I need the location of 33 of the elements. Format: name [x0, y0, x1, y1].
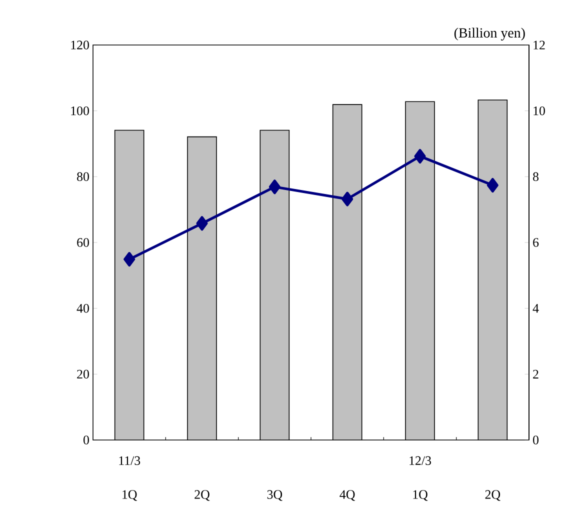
x-tick-label: 4Q [340, 490, 356, 501]
y2-tick-label: 6 [533, 238, 539, 247]
x-tick-label: 2Q [194, 490, 210, 501]
bar [478, 100, 508, 440]
category-label: 12/3 1Q [410, 456, 432, 501]
point [268, 180, 280, 194]
y2-tick-label: 12 [534, 40, 545, 50]
category-label: 11/3 1Q [119, 456, 140, 501]
y-tick-label: 80 [77, 172, 89, 182]
x-tick-label: 2Q [485, 490, 500, 501]
bar [405, 101, 435, 440]
bar [260, 130, 290, 440]
bar [332, 104, 362, 440]
y2-tick-label: 0 [533, 436, 539, 444]
bar [114, 130, 144, 440]
y2-axis-title: (Billion yen) [454, 28, 525, 40]
point [414, 148, 426, 164]
point [196, 216, 208, 231]
x-tick-label: 3Q [267, 490, 282, 501]
y-tick-label: 60 [77, 238, 89, 247]
y-tick-label: 20 [77, 370, 89, 379]
y-tick-label: 40 [76, 304, 89, 313]
y2-tick-label: 8 [533, 172, 539, 182]
y-tick-label: 100 [71, 106, 89, 116]
bar [187, 136, 217, 440]
y2-tick-label: 4 [532, 304, 539, 313]
point [124, 252, 136, 267]
point [342, 192, 354, 206]
y2-tick-label: 2 [533, 370, 538, 378]
y-tick-label: 120 [71, 40, 89, 50]
y-tick-label: 0 [84, 436, 89, 444]
y2-tick-label: 10 [534, 106, 545, 116]
point [486, 178, 498, 192]
